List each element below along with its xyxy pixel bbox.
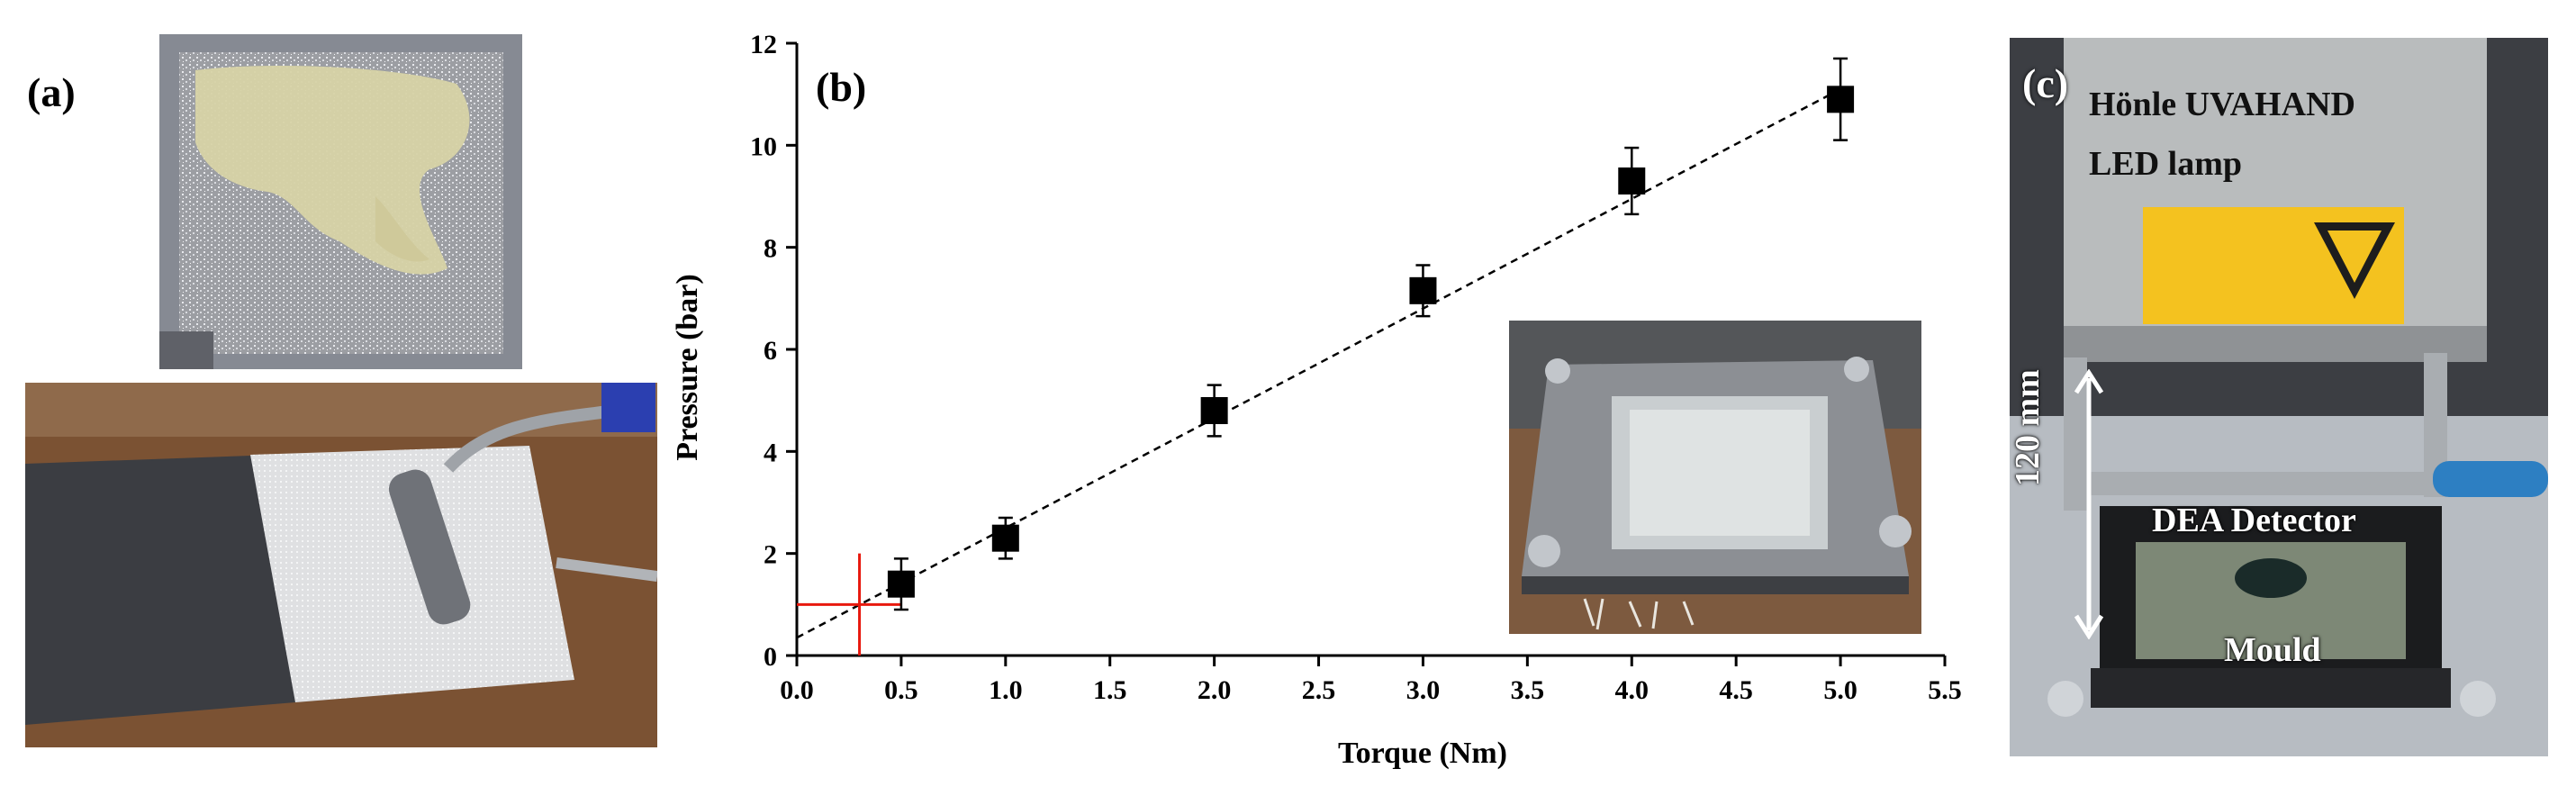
laminating-roller-photo xyxy=(25,383,657,747)
data-point xyxy=(1409,276,1437,304)
panel-a-label: (a) xyxy=(27,69,76,115)
x-tick-label: 3.5 xyxy=(1511,675,1545,705)
resin-fabric-illustration xyxy=(159,34,522,369)
uv-setup-illustration xyxy=(2010,38,2548,756)
x-tick-label: 4.5 xyxy=(1719,675,1753,705)
panel-c-label: (c) xyxy=(2022,60,2069,106)
distance-label: 120 mm xyxy=(2009,369,2047,486)
uv-lamp-setup-photo xyxy=(2010,38,2548,756)
detector-label: DEA Detector xyxy=(2152,502,2356,539)
y-tick-label: 10 xyxy=(750,131,777,161)
y-tick-label: 6 xyxy=(764,336,777,366)
x-tick-label: 0.0 xyxy=(780,675,814,705)
y-tick-label: 12 xyxy=(750,30,777,59)
x-tick-label: 1.0 xyxy=(989,675,1023,705)
resin-fabric-photo xyxy=(159,34,522,369)
roller-illustration xyxy=(25,383,657,747)
data-point xyxy=(887,570,915,598)
data-points-group xyxy=(887,57,1855,611)
x-axis-label: Torque (Nm) xyxy=(1338,737,1507,770)
distance-arrow xyxy=(2074,369,2104,639)
x-tick-label: 4.0 xyxy=(1615,675,1650,705)
y-tick-label: 4 xyxy=(764,438,777,467)
lamp-label-line2: LED lamp xyxy=(2089,145,2242,183)
x-tick-label: 5.0 xyxy=(1823,675,1857,705)
x-tick-label: 5.5 xyxy=(1928,675,1962,705)
chart-axes: 0.0 0.5 1.0 1.5 2.0 2.5 3.0 3.5 4.0 4.5 5.0 5.5 0 2 4 6… xyxy=(750,30,1962,705)
panel-b-label: (b) xyxy=(816,64,866,110)
y-axis-label: Pressure (bar) xyxy=(671,274,704,460)
y-tick-label: 2 xyxy=(764,540,777,570)
x-tick-label: 1.5 xyxy=(1093,675,1127,705)
mould-label: Mould xyxy=(2224,631,2321,669)
data-point xyxy=(991,524,1019,552)
data-point xyxy=(1200,397,1228,424)
data-point xyxy=(1827,86,1855,113)
data-point xyxy=(1618,167,1646,194)
x-tick-label: 2.5 xyxy=(1302,675,1336,705)
x-tick-label: 2.0 xyxy=(1198,675,1232,705)
lamp-label-line1: Hönle UVAHAND xyxy=(2089,86,2355,123)
pressure-vs-torque-chart: 0.0 0.5 1.0 1.5 2.0 2.5 3.0 3.5 4.0 4.5 5.0 5.5 0 2 4 6… xyxy=(671,30,1962,770)
y-tick-label: 8 xyxy=(764,234,777,264)
x-tick-label: 3.0 xyxy=(1406,675,1441,705)
y-tick-label: 0 xyxy=(764,642,777,672)
clamped-mould-inset-photo xyxy=(1509,321,1921,634)
x-tick-label: 0.5 xyxy=(884,675,918,705)
red-crosshair-annotation xyxy=(797,553,901,656)
